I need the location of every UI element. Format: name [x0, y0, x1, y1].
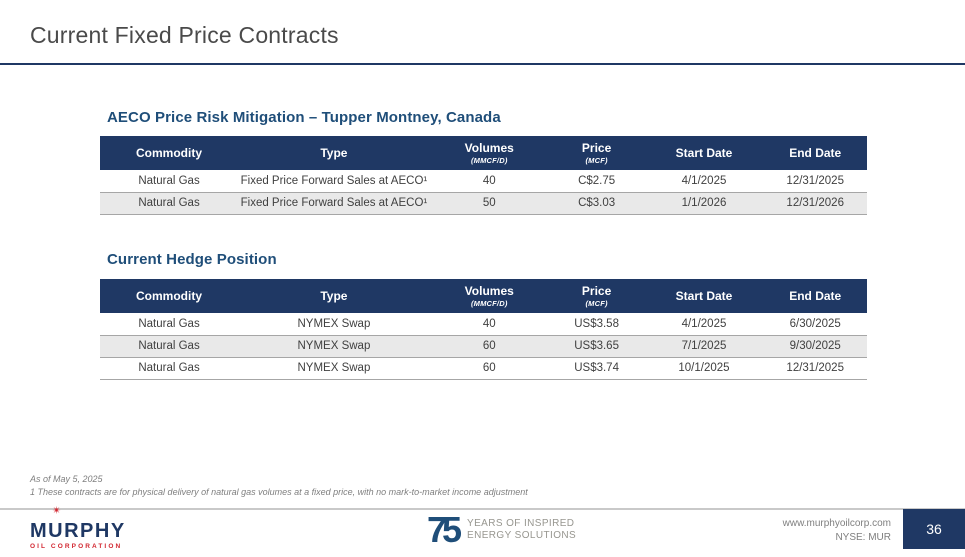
col-header-price: Price (MCF): [548, 279, 645, 313]
aeco-table: Commodity Type Volumes (MMCF/D) Price (MCF…: [100, 136, 867, 215]
murphy-star-icon: ✴: [52, 505, 62, 517]
col-header-label: Price: [581, 284, 612, 298]
col-header-unit: (MCF): [585, 156, 608, 165]
cell-type: NYMEX Swap: [238, 357, 430, 380]
cell-type: NYMEX Swap: [238, 313, 430, 336]
table-row: Natural Gas NYMEX Swap 60 US$3.65 7/1/20…: [100, 335, 867, 358]
col-header-label: Volumes: [464, 284, 514, 298]
cell-commodity: Natural Gas: [100, 357, 239, 380]
table-row: Natural Gas Fixed Price Forward Sales at…: [100, 170, 867, 193]
cell-type: Fixed Price Forward Sales at AECO¹: [238, 192, 430, 215]
cell-price: US$3.58: [548, 313, 645, 336]
cell-end-date: 12/31/2025: [763, 357, 867, 380]
col-header-label: End Date: [789, 146, 842, 160]
col-header-label: Start Date: [675, 289, 733, 303]
section-heading-aeco: AECO Price Risk Mitigation – Tupper Mont…: [107, 109, 501, 126]
anniversary-tagline: YEARS OF INSPIRED ENERGY SOLUTIONS: [467, 518, 576, 542]
col-header-start-date: Start Date: [644, 279, 764, 313]
col-header-volumes: Volumes (MMCF/D): [429, 279, 549, 313]
col-header-unit: (MMCF/D): [470, 156, 508, 165]
murphy-logo-subtitle: OIL CORPORATION: [30, 543, 123, 550]
cell-start-date: 4/1/2025: [644, 170, 764, 193]
table-row: Natural Gas NYMEX Swap 60 US$3.74 10/1/2…: [100, 357, 867, 380]
table-header-row: Commodity Type Volumes (MMCF/D) Price (MCF…: [100, 279, 867, 313]
col-header-label: Commodity: [136, 146, 203, 160]
cell-start-date: 4/1/2025: [644, 313, 764, 336]
anniversary-logo: 75 YEARS OF INSPIRED ENERGY SOLUTIONS: [427, 509, 576, 550]
col-header-unit: (MCF): [585, 299, 608, 308]
cell-end-date: 12/31/2025: [763, 170, 867, 193]
anniversary-number: 75: [427, 509, 462, 550]
col-header-unit: (MMCF/D): [470, 299, 508, 308]
cell-commodity: Natural Gas: [100, 335, 239, 358]
col-header-type: Type: [238, 136, 430, 170]
footer-divider: [0, 508, 965, 510]
cell-start-date: 1/1/2026: [644, 192, 764, 215]
cell-price: C$2.75: [548, 170, 645, 193]
cell-volumes: 60: [429, 335, 549, 358]
section-heading-hedge: Current Hedge Position: [107, 251, 277, 268]
page-number: 36: [926, 521, 942, 537]
footnote-as-of-date: As of May 5, 2025: [30, 474, 103, 484]
cell-type: Fixed Price Forward Sales at AECO¹: [238, 170, 430, 193]
footer-contact-block: www.murphyoilcorp.com NYSE: MUR: [783, 517, 891, 545]
cell-end-date: 12/31/2026: [763, 192, 867, 215]
cell-type: NYMEX Swap: [238, 335, 430, 358]
website-url: www.murphyoilcorp.com: [782, 518, 891, 529]
col-header-label: End Date: [789, 289, 842, 303]
table-header-row: Commodity Type Volumes (MMCF/D) Price (MCF…: [100, 136, 867, 170]
footnote-contracts: 1 These contracts are for physical deliv…: [30, 487, 528, 497]
col-header-label: Commodity: [136, 289, 203, 303]
cell-price: C$3.03: [548, 192, 645, 215]
cell-commodity: Natural Gas: [100, 192, 239, 215]
col-header-label: Price: [581, 141, 612, 155]
footnotes: As of May 5, 2025 1 These contracts are …: [30, 473, 528, 499]
col-header-type: Type: [238, 279, 430, 313]
col-header-commodity: Commodity: [100, 279, 239, 313]
col-header-end-date: End Date: [763, 136, 867, 170]
table-row: Natural Gas Fixed Price Forward Sales at…: [100, 192, 867, 215]
col-header-end-date: End Date: [763, 279, 867, 313]
cell-volumes: 40: [429, 313, 549, 336]
hedge-table: Commodity Type Volumes (MMCF/D) Price (MCF…: [100, 279, 867, 380]
cell-end-date: 9/30/2025: [763, 335, 867, 358]
murphy-logo-name: MURPHY: [30, 520, 126, 542]
cell-start-date: 10/1/2025: [644, 357, 764, 380]
anniversary-line2: ENERGY SOLUTIONS: [467, 530, 577, 541]
col-header-label: Start Date: [675, 146, 733, 160]
stock-ticker: NYSE: MUR: [835, 532, 891, 543]
cell-price: US$3.74: [548, 357, 645, 380]
col-header-label: Volumes: [464, 141, 514, 155]
page-title: Current Fixed Price Contracts: [30, 22, 339, 48]
page-number-badge: 36: [903, 509, 965, 549]
cell-volumes: 50: [429, 192, 549, 215]
cell-volumes: 60: [429, 357, 549, 380]
cell-commodity: Natural Gas: [100, 313, 239, 336]
title-divider: [0, 63, 965, 65]
cell-start-date: 7/1/2025: [644, 335, 764, 358]
col-header-volumes: Volumes (MMCF/D): [429, 136, 549, 170]
col-header-price: Price (MCF): [548, 136, 645, 170]
murphy-logo: ✴ MURPHY OIL CORPORATION: [30, 506, 126, 551]
table-row: Natural Gas NYMEX Swap 40 US$3.58 4/1/20…: [100, 313, 867, 336]
cell-end-date: 6/30/2025: [763, 313, 867, 336]
col-header-commodity: Commodity: [100, 136, 239, 170]
cell-commodity: Natural Gas: [100, 170, 239, 193]
cell-volumes: 40: [429, 170, 549, 193]
col-header-label: Type: [320, 146, 348, 160]
cell-price: US$3.65: [548, 335, 645, 358]
col-header-label: Type: [320, 289, 348, 303]
col-header-start-date: Start Date: [644, 136, 764, 170]
anniversary-line1: YEARS OF INSPIRED: [467, 518, 575, 529]
